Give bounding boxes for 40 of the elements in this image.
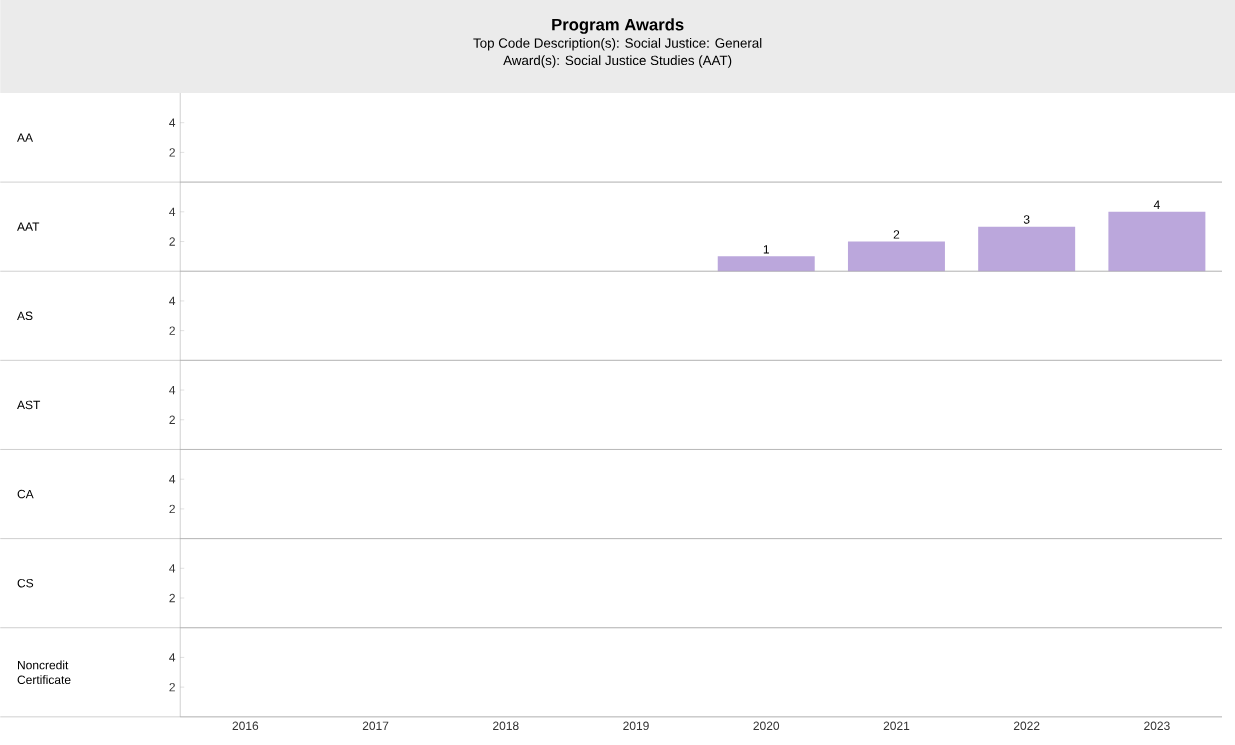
x-tick-label: 2017 — [362, 721, 389, 731]
y-tick-label: 2 — [169, 683, 175, 692]
data-label: 3 — [1023, 215, 1030, 224]
chart-subtitle: Top Code Description(s): Social Justice: General — [473, 38, 762, 51]
y-tick-label: 4 — [169, 475, 176, 484]
data-label: 4 — [1153, 200, 1160, 209]
y-axis-title: CS — [17, 578, 34, 588]
y-axis-title: AA — [17, 133, 33, 142]
y-tick-label: 2 — [169, 415, 175, 425]
x-tick-label: 2023 — [1144, 721, 1170, 731]
y-tick-label: 2 — [169, 237, 175, 246]
x-tick-label: 2018 — [493, 721, 519, 731]
y-tick-label: 4 — [169, 207, 176, 217]
text: Award(s): Social Justice Studies (AAT) — [503, 55, 732, 68]
x-tick-label: 2021 — [883, 721, 910, 731]
data-label: 1 — [763, 245, 769, 254]
bar — [847, 241, 945, 272]
x-tick-label: 2016 — [232, 721, 259, 731]
x-tick-label: 2019 — [623, 721, 649, 731]
x-tick-label: 2022 — [1013, 721, 1040, 731]
y-tick-label: 4 — [169, 296, 176, 306]
bar — [978, 226, 1076, 272]
y-axis-title: AS — [17, 311, 33, 321]
y-axis-title: Noncredit Certificate — [17, 660, 71, 685]
y-axis-title: AST — [17, 400, 41, 410]
y-tick-label: 2 — [169, 593, 175, 603]
y-tick-label: 4 — [169, 653, 176, 662]
chart-title: Program Awards — [552, 18, 684, 34]
y-tick-label: 2 — [169, 148, 175, 157]
y-tick-label: 4 — [169, 386, 176, 395]
y-tick-label: 2 — [169, 504, 175, 514]
y-tick-label: 4 — [169, 564, 176, 573]
y-tick-label: 2 — [169, 326, 175, 335]
bar — [717, 256, 815, 272]
y-axis-title: CA — [17, 489, 34, 499]
y-axis-title: AAT — [17, 222, 40, 231]
data-label: 2 — [893, 230, 900, 239]
x-tick-label: 2020 — [753, 721, 780, 731]
y-tick-label: 4 — [169, 118, 176, 127]
bar — [1108, 211, 1206, 272]
